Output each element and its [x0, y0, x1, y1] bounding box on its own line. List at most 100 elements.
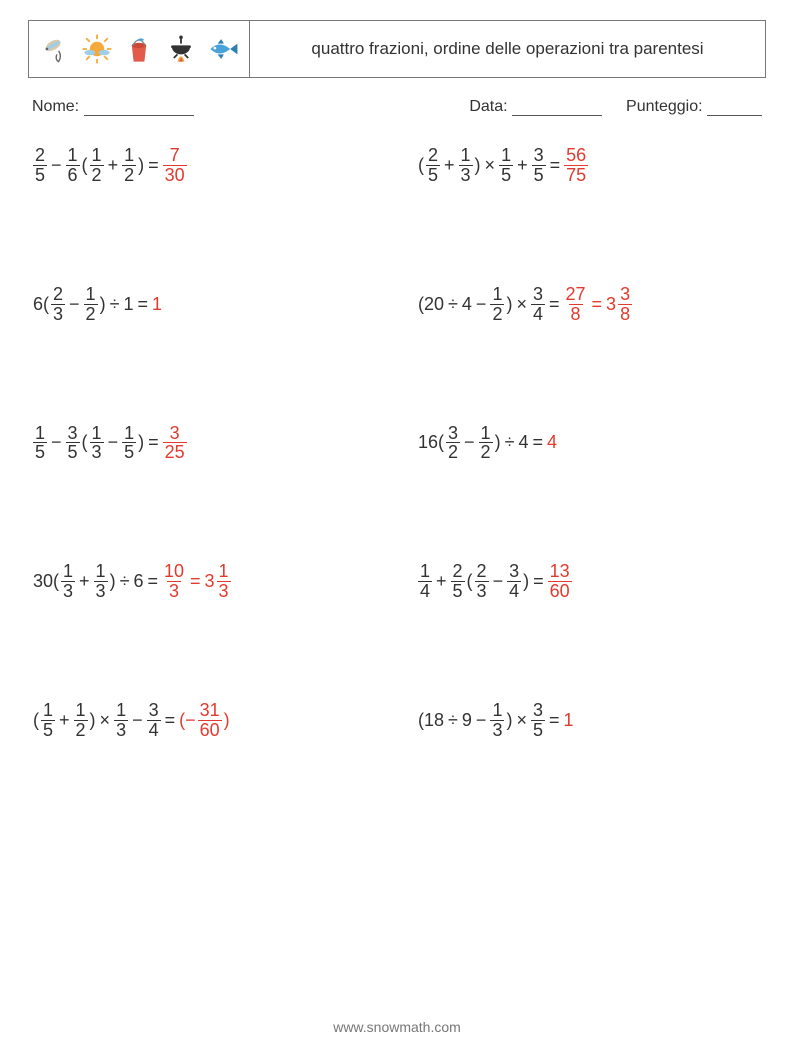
text-token: 30( — [32, 571, 60, 592]
operator: ÷ — [107, 294, 123, 315]
text-token: ) — [89, 710, 97, 731]
denominator: 60 — [198, 720, 222, 740]
numerator: 3 — [168, 424, 182, 443]
operator: − — [490, 571, 507, 592]
fraction: 15 — [33, 424, 47, 463]
operator: = — [144, 571, 161, 592]
denominator: 5 — [66, 442, 80, 462]
score-blank[interactable] — [707, 99, 762, 116]
denominator: 5 — [122, 442, 136, 462]
denominator: 5 — [41, 720, 55, 740]
problem-7: 30(13+13)÷6=103=313 — [32, 562, 377, 601]
numerator: 1 — [418, 562, 432, 581]
score-field: Punteggio: — [626, 98, 762, 116]
fraction: 25 — [33, 146, 47, 185]
numerator: 1 — [490, 701, 504, 720]
numerator: 2 — [426, 146, 440, 165]
date-field: Data: — [469, 98, 602, 116]
denominator: 8 — [569, 304, 583, 324]
numerator: 1 — [74, 701, 88, 720]
denominator: 2 — [122, 165, 136, 185]
pot-icon — [163, 31, 199, 67]
denominator: 5 — [531, 720, 545, 740]
fraction: 25 — [451, 562, 465, 601]
numerator: 1 — [459, 146, 473, 165]
operator: = — [589, 294, 606, 315]
fraction: 15 — [41, 701, 55, 740]
fraction: 278 — [564, 285, 588, 324]
name-label: Nome: — [32, 98, 79, 115]
denominator: 5 — [33, 165, 47, 185]
denominator: 3 — [114, 720, 128, 740]
operator: × — [513, 710, 530, 731]
numerator: 3 — [532, 146, 546, 165]
denominator: 2 — [84, 304, 98, 324]
fraction: 12 — [122, 146, 136, 185]
fraction: 35 — [66, 424, 80, 463]
numerator: 2 — [475, 562, 489, 581]
problem-6: 16(32−12)÷4=4 — [417, 424, 762, 463]
text-token: (20 — [417, 294, 445, 315]
numerator: 1 — [114, 701, 128, 720]
text-token: ( — [81, 432, 89, 453]
fraction: 25 — [426, 146, 440, 185]
operator: = — [134, 294, 151, 315]
denominator: 3 — [459, 165, 473, 185]
denominator: 4 — [418, 581, 432, 601]
denominator: 2 — [74, 720, 88, 740]
operator: = — [187, 571, 204, 592]
numerator: 3 — [66, 424, 80, 443]
text-token: ( — [417, 155, 425, 176]
worksheet-page: quattro frazioni, ordine delle operazion… — [0, 0, 794, 1053]
operator: ÷ — [445, 294, 461, 315]
fraction: 23 — [51, 285, 65, 324]
name-blank[interactable] — [84, 99, 194, 116]
denominator: 3 — [217, 581, 231, 601]
denominator: 4 — [507, 581, 521, 601]
fraction: 34 — [147, 701, 161, 740]
operator: = — [546, 710, 563, 731]
fraction: 15 — [499, 146, 513, 185]
text-token: 6 — [132, 571, 144, 592]
numerator: 1 — [61, 562, 75, 581]
denominator: 5 — [426, 165, 440, 185]
footer-link: www.snowmath.com — [0, 1019, 794, 1035]
numerator: 1 — [84, 285, 98, 304]
text-token: ( — [81, 155, 89, 176]
operator: = — [145, 155, 162, 176]
numerator: 27 — [564, 285, 588, 304]
numerator: 1 — [94, 562, 108, 581]
text-token: ) — [223, 710, 231, 731]
lure-icon — [37, 31, 73, 67]
worksheet-title: quattro frazioni, ordine delle operazion… — [250, 21, 765, 77]
text-token: (− — [178, 710, 197, 731]
operator: − — [105, 432, 122, 453]
text-token: 3 — [204, 571, 216, 592]
date-blank[interactable] — [512, 99, 602, 116]
fraction: 13 — [490, 701, 504, 740]
text-token: (18 — [417, 710, 445, 731]
numerator: 1 — [490, 285, 504, 304]
fraction: 13 — [94, 562, 108, 601]
problem-2: (25+13)×15+35=5675 — [417, 146, 762, 185]
operator: − — [48, 432, 65, 453]
bucket-icon — [121, 31, 157, 67]
denominator: 25 — [163, 442, 187, 462]
problem-1: 25−16(12+12)=730 — [32, 146, 377, 185]
denominator: 75 — [564, 165, 588, 185]
text-token: 9 — [461, 710, 473, 731]
fraction: 12 — [84, 285, 98, 324]
text-token: ) — [109, 571, 117, 592]
denominator: 6 — [66, 165, 80, 185]
fish-icon — [205, 31, 241, 67]
numerator: 1 — [90, 146, 104, 165]
numerator: 2 — [51, 285, 65, 304]
score-label: Punteggio: — [626, 98, 703, 115]
problem-3: 6(23−12)÷1=1 — [32, 285, 377, 324]
denominator: 8 — [618, 304, 632, 324]
numerator: 1 — [122, 424, 136, 443]
fraction: 15 — [122, 424, 136, 463]
fraction: 14 — [418, 562, 432, 601]
operator: × — [513, 294, 530, 315]
operator: + — [433, 571, 450, 592]
